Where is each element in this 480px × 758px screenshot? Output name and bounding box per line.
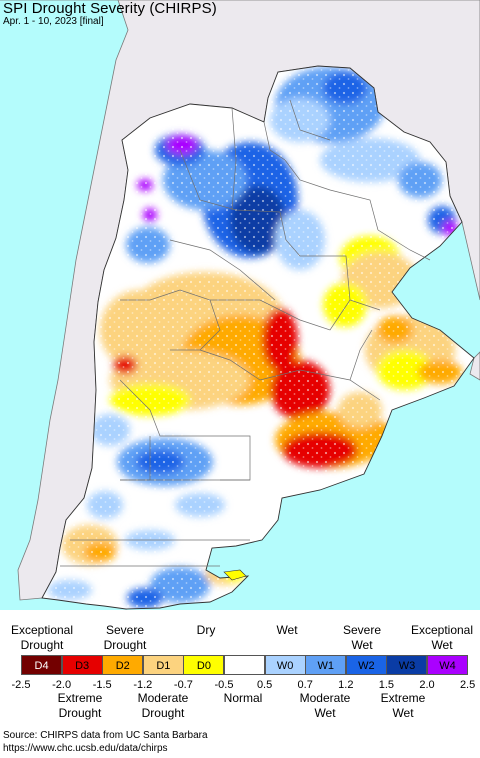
legend-tick: -1.2 [133,679,153,691]
legend [0,610,480,758]
legend-bottom-label-0: Extreme Drought [57,691,103,720]
legend-bottom-label-3: Moderate Wet [299,691,351,720]
legend-tick: -0.7 [173,679,193,691]
legend-swatch-d2: D2 [102,655,144,675]
legend-top-label-2: Dry [196,623,216,637]
drought-map [0,0,480,610]
legend-swatch-w3: W3 [386,655,428,675]
map-subtitle: Apr. 1 - 10, 2023 [final] [3,16,104,27]
legend-swatch-d3: D3 [61,655,103,675]
legend-swatch-w0: W0 [264,655,306,675]
study-region-outline [41,65,475,610]
legend-tick: 1.2 [338,679,354,691]
legend-tick: -2.5 [11,679,31,691]
legend-swatch-w4: W4 [427,655,469,675]
legend-tick: 2.0 [419,679,435,691]
legend-swatch-d0: D0 [183,655,225,675]
legend-bottom-label-4: Extreme Wet [380,691,426,720]
legend-bottom-label-1: Moderate Drought [137,691,189,720]
source-line: Source: CHIRPS data from UC Santa Barbar… [3,730,208,741]
legend-tick: 0.5 [256,679,273,691]
legend-tick: 0.7 [297,679,313,691]
legend-swatch-d4: D4 [21,655,63,675]
province-borders [60,99,431,567]
legend-top-label-1: Severe Drought [103,623,147,652]
legend-swatch-w2: W2 [345,655,387,675]
legend-top-label-4: Severe Wet [342,623,382,652]
legend-tick: 1.5 [378,679,395,691]
legend-top-label-0: Exceptional Drought [10,623,74,652]
legend-swatch-w1: W1 [305,655,347,675]
legend-top-label-3: Wet [276,623,298,637]
legend-tick: -0.5 [214,679,234,691]
legend-swatch-normal [224,655,266,675]
legend-tick: -1.5 [92,679,112,691]
legend-top-label-5: Exceptional Wet [410,623,474,652]
legend-tick: 2.5 [459,679,476,691]
island [223,569,247,581]
legend-bottom-label-2: Normal [223,691,263,705]
legend-tick: -2.0 [52,679,72,691]
legend-swatch-d1: D1 [142,655,184,675]
outside-land-east [469,351,480,381]
source-url: https://www.chc.ucsb.edu/data/chirps [3,743,168,754]
map-title: SPI Drought Severity (CHIRPS) [3,0,217,17]
